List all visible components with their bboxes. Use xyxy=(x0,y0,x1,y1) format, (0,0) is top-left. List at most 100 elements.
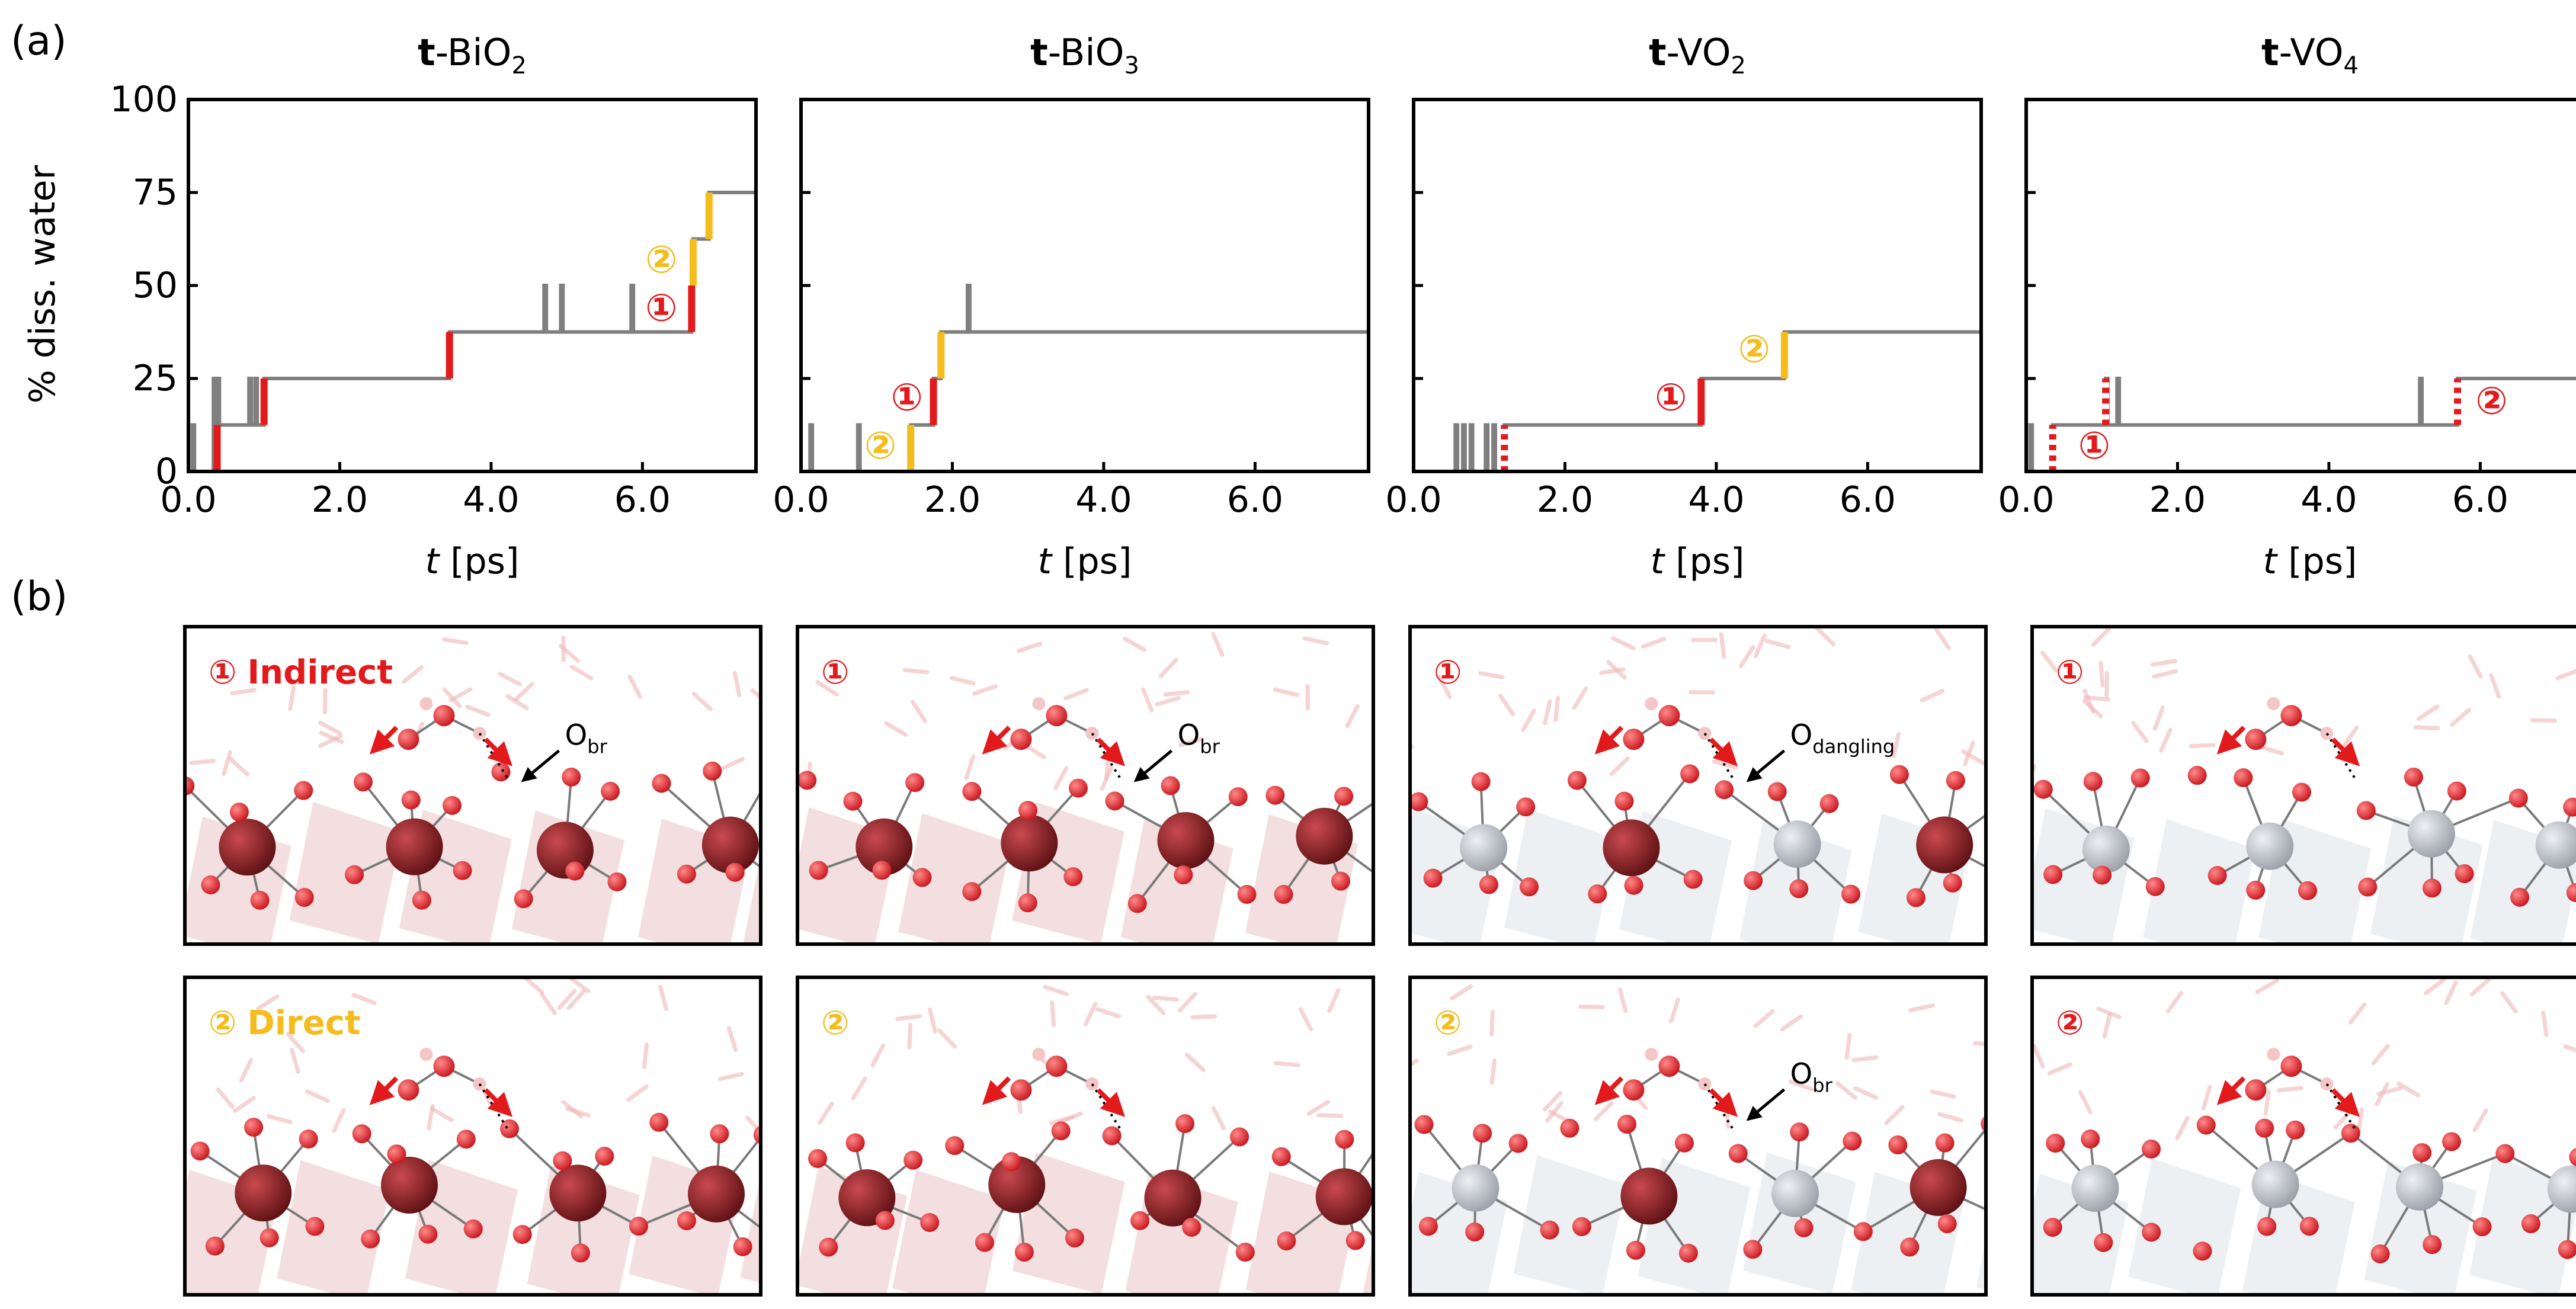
snapshot-2-1: ② Direct xyxy=(183,976,762,1297)
oxygen-atom xyxy=(2472,1217,2492,1237)
oxygen-atom xyxy=(1274,885,1293,904)
oxygen-atom xyxy=(2299,1217,2319,1236)
oxygen-atom xyxy=(345,865,364,884)
oxygen-atom xyxy=(1767,782,1787,801)
oxygen-atom xyxy=(1068,778,1088,798)
oxygen-atom xyxy=(1127,894,1147,913)
oxygen-atom xyxy=(1680,764,1700,784)
oxygen-atom xyxy=(2033,779,2053,799)
mechanism-name: Direct xyxy=(247,1004,360,1042)
oxygen-atom xyxy=(1051,1121,1071,1141)
chart-title-sub: 4 xyxy=(2344,52,2359,79)
oxygen-atom xyxy=(975,1233,994,1252)
chart-title-bold: t xyxy=(1649,31,1667,74)
metal-atom xyxy=(1315,1168,1373,1225)
snapshot-frame xyxy=(183,625,762,946)
snapshot-frame xyxy=(1408,625,1988,946)
snapshot-marker: ② xyxy=(2056,1004,2084,1042)
y-tick-label: 100 xyxy=(110,79,178,120)
oxygen-atom xyxy=(872,861,892,880)
proton-arrow xyxy=(369,726,399,755)
oxygen-atom xyxy=(2043,865,2063,884)
oxygen-atom xyxy=(845,1133,865,1153)
oxygen-atom xyxy=(1853,1222,1873,1241)
oxygen-atom xyxy=(443,795,462,815)
oxygen-atom xyxy=(2298,881,2317,900)
proton-arrow xyxy=(1709,737,1738,766)
mechanism-name: Indirect xyxy=(247,653,393,692)
oxygen-atom xyxy=(2341,1124,2360,1143)
oxygen-atom xyxy=(1572,1217,1591,1236)
oxygen-atom xyxy=(797,771,817,790)
snapshot-marker: ② xyxy=(821,1004,849,1042)
proton-arrow xyxy=(1594,726,1624,755)
snapshot-label: ② xyxy=(2056,1004,2084,1042)
oxygen-atom xyxy=(2521,1214,2540,1234)
panel-label-a: (a) xyxy=(11,18,67,65)
metal-atom xyxy=(2251,1160,2299,1208)
snapshot-marker: ① xyxy=(821,653,849,692)
x-tick-label: 4.0 xyxy=(1688,479,1744,521)
snapshot-label: ② xyxy=(821,1004,849,1042)
oxygen-atom xyxy=(2255,1118,2274,1138)
oxygen-atom xyxy=(2257,1217,2277,1236)
oxygen-atom xyxy=(2447,781,2466,801)
x-tick-label: 2.0 xyxy=(1537,479,1593,521)
oxygen-atom xyxy=(2246,880,2266,900)
metal-atom xyxy=(235,1164,292,1222)
snapshot-frame xyxy=(2030,625,2576,946)
event-marker-0: ① xyxy=(891,376,923,419)
oxygen-atom xyxy=(244,1118,264,1137)
oxygen-atom xyxy=(2043,1218,2062,1237)
chart-0: t-BiO2 ① ② 0.0 2.0 4.0 6.0 0 25 50 75 100 t [ps] xyxy=(110,31,758,582)
x-tick-label: 4.0 xyxy=(463,479,519,521)
oxygen-atom xyxy=(905,773,925,793)
oxygen-atom xyxy=(2356,801,2376,820)
oxygen-atom xyxy=(512,1225,532,1244)
x-tick-label: 4.0 xyxy=(1075,479,1132,521)
metal-atom xyxy=(1296,807,1353,865)
oxygen-atom xyxy=(1946,771,1965,790)
chart-2: t-VO2 ① ② 0.0 2.0 4.0 6.0 t [ps] xyxy=(1385,31,1983,582)
oxygen-atom xyxy=(1384,1114,1403,1132)
oxygen-atom xyxy=(2046,1133,2065,1153)
snapshots-grid: ① Indirect Obr ① Obr ① Odangling ① ② Direct ② ② Obr ② xyxy=(183,625,2576,1297)
oxygen-atom xyxy=(1331,871,1350,891)
oxygen-atom xyxy=(875,1211,895,1230)
oxygen-atom xyxy=(2142,1223,2161,1242)
chart-title-main: -BiO xyxy=(1048,31,1124,74)
snapshot-marker: ① xyxy=(2056,653,2084,692)
chart-title-bold: t xyxy=(418,31,435,74)
y-tick-label: 25 xyxy=(133,358,178,399)
oxygen-atom xyxy=(1906,888,1925,907)
oxygen-atom xyxy=(1105,791,1124,811)
oxygen-atom xyxy=(352,1124,371,1144)
oxygen-atom xyxy=(294,781,313,800)
metal-atom xyxy=(2246,822,2294,870)
oxygen-atom xyxy=(456,1130,476,1149)
oxygen-atom xyxy=(1377,785,1396,804)
oxygen-atom xyxy=(677,1211,696,1230)
oxygen-atom xyxy=(401,790,421,810)
series-line-0 xyxy=(2026,377,2576,471)
oxygen-atom xyxy=(1376,1244,1395,1263)
oxygen-atom xyxy=(205,1236,225,1256)
event-marker-1: ② xyxy=(1738,328,1770,371)
chart-1: t-BiO3 ① ② 0.0 2.0 4.0 6.0 t [ps] xyxy=(773,31,1370,582)
snapshot-frame xyxy=(796,625,1375,946)
oxygen-atom xyxy=(912,868,932,887)
oxygen-atom xyxy=(2141,1139,2161,1159)
proton-arrow xyxy=(982,726,1011,755)
snapshot-label: ② Direct xyxy=(209,1004,361,1042)
oxygen-atom xyxy=(2442,1132,2461,1151)
proton-arrow xyxy=(483,737,513,766)
oxygen-atom xyxy=(1277,1231,1296,1251)
oxygen-atom xyxy=(1540,1220,1559,1240)
oxygen-atom xyxy=(962,782,982,801)
oxygen-atom xyxy=(229,803,249,822)
chart-title-main: -VO xyxy=(1667,31,1731,74)
metal-atom xyxy=(1771,1169,1819,1217)
oxygen-atom xyxy=(1175,1114,1194,1134)
plot-frame xyxy=(187,98,758,473)
oxygen-atom xyxy=(1161,776,1180,795)
